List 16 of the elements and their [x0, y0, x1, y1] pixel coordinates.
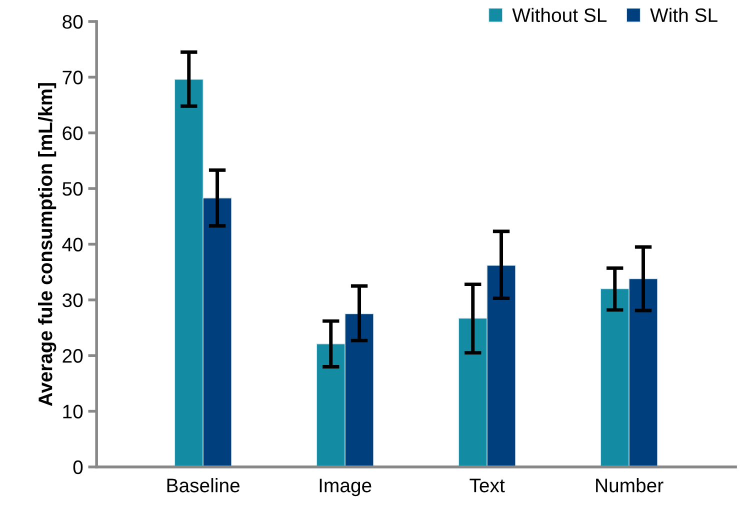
y-tick-label: 20	[62, 349, 83, 363]
y-tick-label: 0	[73, 460, 83, 474]
legend-label: Without SL	[512, 8, 607, 22]
y-tick-label: 60	[62, 126, 83, 140]
y-axis-title: Average fule consumption [mL/km]	[38, 83, 56, 406]
y-tick-label: 10	[63, 404, 83, 418]
y-tick-label: 40	[62, 238, 83, 252]
legend-label: With SL	[650, 8, 718, 22]
y-tick-label: 70	[62, 70, 83, 84]
x-tick-label: Text	[470, 478, 505, 492]
y-tick-label: 80	[62, 14, 83, 29]
x-tick-label: Baseline	[167, 478, 240, 492]
y-tick-label: 30	[62, 293, 83, 308]
y-tick-label: 50	[62, 182, 83, 196]
x-tick-label: Image	[320, 478, 372, 496]
x-tick-label: Number	[596, 478, 664, 492]
